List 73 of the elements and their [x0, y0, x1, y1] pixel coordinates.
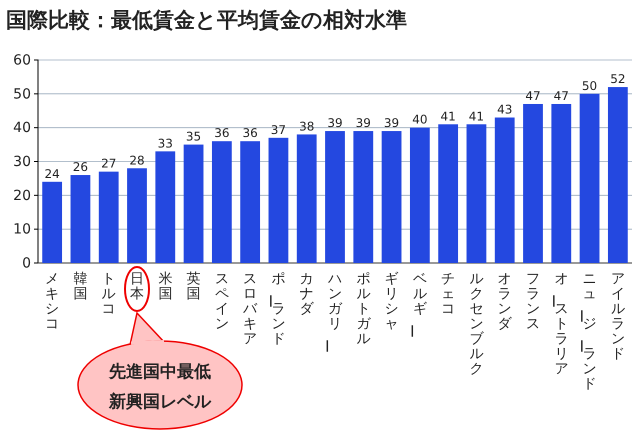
- x-tick-label: オーストラリア: [544, 271, 568, 377]
- bar: [466, 124, 486, 263]
- x-tick-label: メキシコ: [45, 271, 60, 332]
- y-tick-label: 0: [22, 255, 31, 272]
- x-tick-label: ギリシャ: [384, 271, 399, 332]
- bar: [184, 144, 204, 263]
- bar: [268, 138, 288, 263]
- x-tick-label: フランス: [526, 271, 540, 332]
- data-label: 41: [468, 109, 484, 124]
- data-label: 47: [554, 88, 569, 103]
- x-tick-label: ニュージーランド: [572, 271, 597, 392]
- bar: [494, 118, 515, 263]
- x-tick-label: トルコ: [102, 271, 116, 317]
- y-tick-label: 10: [13, 222, 31, 238]
- bar: [353, 131, 374, 263]
- x-tick-label: 韓国: [73, 271, 88, 302]
- y-tick-label: 40: [13, 120, 31, 136]
- text: 新興国レベル: [108, 392, 212, 412]
- data-label: 27: [101, 156, 116, 171]
- y-tick-label: 60: [13, 52, 31, 68]
- x-tick-label: スロバキア: [242, 271, 258, 347]
- data-label: 43: [497, 102, 512, 117]
- x-tick-label: チェコ: [441, 271, 456, 317]
- data-label: 35: [186, 130, 202, 144]
- y-tick-label: 30: [13, 154, 31, 170]
- data-label: 39: [327, 116, 343, 130]
- bar: [551, 104, 572, 263]
- data-label: 24: [44, 166, 60, 181]
- bar: [296, 134, 317, 263]
- x-tick-label: ポルトガル: [356, 271, 372, 347]
- x-tick-label: オランダ: [498, 271, 513, 332]
- bar: [70, 175, 90, 263]
- x-tick-label: ルクセンブルク: [469, 271, 484, 377]
- data-label: 33: [158, 136, 173, 150]
- data-label: 37: [270, 122, 286, 137]
- bar: [382, 131, 402, 263]
- data-label: 39: [384, 116, 400, 130]
- data-label: 40: [412, 112, 428, 127]
- x-tick-label: 日本: [130, 271, 144, 302]
- bar: [98, 172, 119, 263]
- x-tick-label: ポーランド: [261, 271, 286, 347]
- bar: [608, 87, 628, 263]
- bar: [438, 124, 458, 263]
- bar: [240, 141, 260, 263]
- data-label: 50: [582, 78, 598, 93]
- bar: [410, 128, 430, 263]
- bar: [155, 151, 176, 263]
- x-tick-label: アイルランド: [610, 271, 625, 362]
- chart-title: 国際比較：最低賃金と平均賃金の相対水準: [6, 8, 407, 32]
- y-tick-label: 50: [13, 86, 31, 102]
- data-label: 36: [242, 126, 258, 140]
- bar: [523, 104, 543, 263]
- x-tick-label: ハンガリー: [318, 271, 343, 353]
- x-tick-label: カナダ: [300, 271, 315, 317]
- y-tick-label: 20: [13, 188, 31, 204]
- data-label: 39: [356, 116, 371, 130]
- data-label: 47: [525, 88, 541, 103]
- bar: [325, 131, 345, 263]
- data-label: 38: [299, 119, 314, 134]
- data-label: 36: [214, 126, 230, 140]
- data-label: 41: [440, 109, 456, 124]
- data-label: 26: [72, 160, 88, 174]
- x-tick-label: ベルギー: [402, 271, 427, 338]
- bar: [127, 168, 147, 263]
- bar: [212, 141, 232, 263]
- text: 先進国中最低: [108, 362, 211, 382]
- data-label: 28: [129, 153, 145, 168]
- data-label: 52: [610, 72, 626, 86]
- bar: [580, 94, 600, 263]
- bar: [42, 182, 62, 263]
- x-tick-label: 米国: [158, 271, 172, 302]
- x-tick-label: スペイン: [214, 271, 229, 332]
- x-tick-label: 英国: [186, 271, 201, 302]
